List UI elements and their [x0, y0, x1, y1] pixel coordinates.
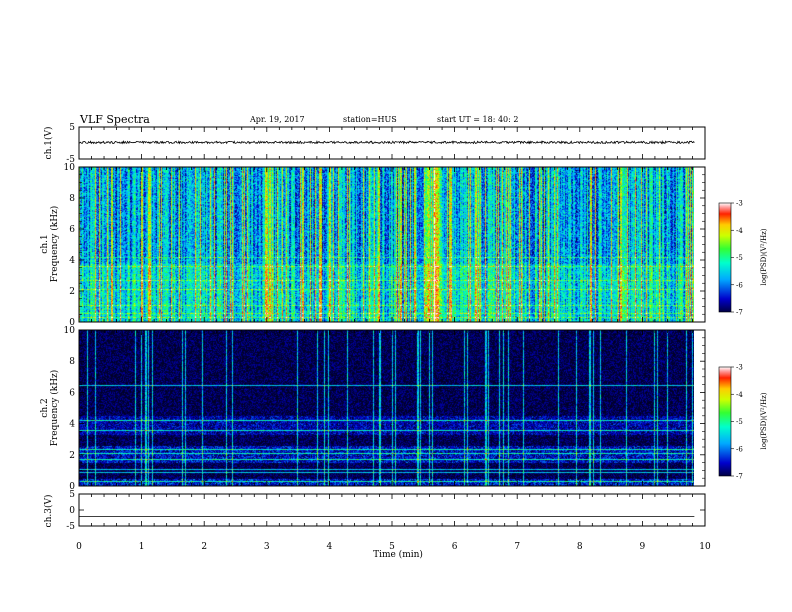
ch2-spectrogram-image	[79, 330, 694, 486]
x-tick-label: 4	[327, 542, 333, 552]
figure-date: Apr. 19, 2017	[249, 115, 305, 124]
figure-start-time: start UT = 18: 40: 2	[437, 115, 518, 124]
x-tick-label: 10	[699, 542, 711, 552]
ch1-colorbar-gradient	[718, 202, 732, 313]
y-tick-label: 4	[69, 256, 75, 266]
x-tick-label: 6	[452, 542, 458, 552]
y-tick-label: 10	[64, 163, 76, 173]
y-tick-label: 0	[69, 482, 75, 492]
y-tick-label: 2	[69, 451, 75, 461]
colorbar-tick-label: -6	[736, 281, 743, 289]
y-tick-label: 2	[69, 287, 75, 297]
colorbar-tick-label: -5	[736, 418, 743, 426]
ch2-spectrogram-ylabel: Frequency (kHz)	[49, 370, 60, 447]
x-tick-label: 7	[514, 542, 520, 552]
y-tick-label: 6	[69, 388, 75, 398]
colorbar-tick-label: -4	[736, 391, 743, 399]
ch1-spectrogram-panel: 0 2 4 6 8 10 ch.1 Frequency (kHz) -3 -4 -5 -6 -7 …	[40, 163, 768, 328]
ch1-colorbar: -3 -4 -5 -6 -7 log(PSD)(V²/Hz)	[718, 200, 768, 317]
ch2-spectrogram-ylabel-channel: ch.2	[40, 398, 50, 417]
ch1-spectrogram-ylabel: Frequency (kHz)	[49, 206, 60, 283]
colorbar-tick-label: -4	[736, 227, 743, 235]
y-tick-label: 10	[64, 326, 76, 336]
ch1-waveform-ylabel: ch.1(V)	[43, 127, 54, 160]
colorbar-tick-label: -7	[736, 309, 743, 317]
ch2-colorbar-label: log(PSD)(V²/Hz)	[760, 392, 768, 449]
ch1-spectrogram-image	[79, 167, 694, 322]
colorbar-tick-label: -3	[736, 364, 743, 372]
y-tick-label: 5	[69, 490, 75, 500]
y-tick-label: 8	[69, 357, 75, 367]
x-tick-label: 9	[640, 542, 646, 552]
y-tick-label: 8	[69, 194, 75, 204]
y-tick-label: -5	[66, 155, 75, 165]
ch2-colorbar-gradient	[718, 366, 732, 477]
colorbar-tick-label: -5	[736, 254, 743, 262]
figure-title: VLF Spectra	[79, 113, 150, 126]
x-tick-label: 2	[201, 542, 207, 552]
ch2-colorbar: -3 -4 -5 -6 -7 log(PSD)(V²/Hz)	[718, 364, 768, 481]
y-tick-label: 6	[69, 225, 75, 235]
x-tick-label: 1	[139, 542, 145, 552]
ch2-spectrogram-panel: 0 2 4 6 8 10 ch.2 Frequency (kHz) -3 -4 -5 -6 -7 …	[40, 326, 768, 492]
x-tick-label: 5	[389, 542, 395, 552]
x-tick-label: 3	[264, 542, 270, 552]
time-axis-label: Time (min)	[373, 549, 423, 560]
ch1-colorbar-label: log(PSD)(V²/Hz)	[760, 228, 768, 285]
ch3-waveform-ylabel: ch.3(V)	[43, 495, 54, 528]
y-tick-label: 0	[69, 318, 75, 328]
x-tick-label: 0	[76, 542, 82, 552]
ch1-waveform-line	[78, 140, 695, 145]
ch1-spectrogram-ylabel-channel: ch.1	[40, 234, 50, 253]
figure-station: station=HUS	[343, 115, 397, 124]
y-tick-label: 5	[69, 123, 75, 133]
colorbar-tick-label: -7	[736, 473, 743, 481]
colorbar-tick-label: -3	[736, 200, 743, 208]
x-tick-label: 8	[577, 542, 583, 552]
colorbar-tick-label: -6	[736, 445, 743, 453]
y-tick-label: -5	[66, 522, 75, 532]
y-tick-label: 0	[69, 506, 75, 516]
y-tick-label: 4	[69, 420, 75, 430]
ch1-waveform-panel: 5 -5 ch.1(V)	[43, 123, 706, 165]
ch3-waveform-panel: 50-5 0 1 2 3 4 5 6 7 8 9 10 ch.3(V) Time (min)	[43, 490, 711, 560]
